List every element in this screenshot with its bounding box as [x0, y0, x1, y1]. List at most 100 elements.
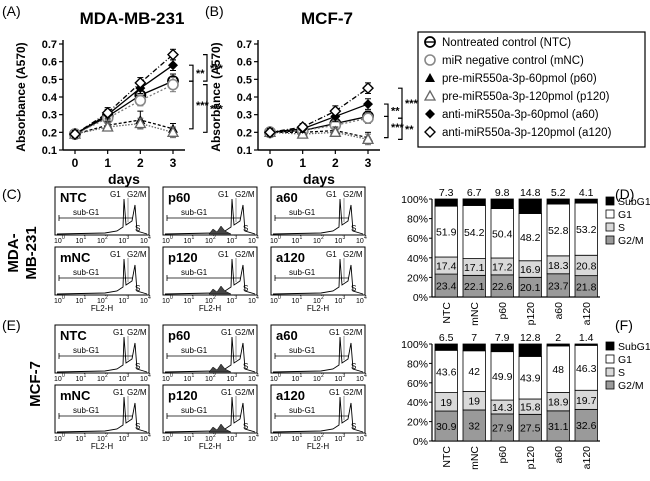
gate-s-label: S [351, 362, 356, 371]
gate-subg1-label: sub-G1 [181, 268, 208, 277]
gate-s-label: S [243, 422, 248, 431]
panel-letter-c: (C) [2, 186, 21, 202]
x-tick-label: 3 [170, 156, 177, 170]
gate-subg1-label: sub-G1 [73, 406, 100, 415]
bar-value-label: 23.4 [436, 281, 457, 293]
axis-exponent: 2 [213, 373, 216, 379]
subg1-debris [208, 423, 232, 433]
significance-bracket [384, 115, 389, 139]
axis-decade: 10 [97, 238, 105, 245]
series-line-p120 [269, 131, 369, 141]
series-line-p60 [74, 119, 174, 135]
legend-label: SubG1 [618, 196, 650, 208]
axis-decade: 10 [140, 436, 148, 443]
bar-value-label: 30.9 [436, 421, 457, 433]
y-tick-label: 20% [407, 272, 428, 284]
axis-exponent: 0 [170, 295, 173, 301]
x-tick-label: mNC [469, 446, 481, 470]
x-tick-label: a120 [581, 302, 593, 326]
axis-decade: 10 [313, 436, 321, 443]
bar-subg1 [518, 198, 542, 214]
axis-decade: 10 [248, 238, 256, 245]
axis-exponent: 1 [192, 373, 195, 379]
row-label-part: MDA- [5, 233, 22, 272]
axis-decade: 10 [205, 298, 213, 305]
axis-decade: 10 [97, 376, 105, 383]
axis-decade: 10 [184, 436, 192, 443]
gate-g2m-label: G2/M [235, 388, 255, 397]
y-tick-label: 0.5 [237, 74, 252, 86]
axis-exponent: 1 [300, 235, 303, 241]
bar-value-label: 54.2 [464, 227, 485, 239]
histogram-label: p120 [168, 250, 198, 265]
gate-subg1-label: sub-G1 [73, 208, 100, 217]
axis-decade: 10 [54, 298, 62, 305]
axis-exponent: 4 [256, 235, 259, 241]
histogram-label: p60 [168, 328, 190, 343]
bar-value-label: 27.5 [520, 423, 541, 435]
axis-exponent: 4 [148, 295, 151, 301]
x-tick-label: mNC [469, 302, 481, 326]
bar-value-label: 43.6 [436, 366, 457, 378]
y-tick-label: 60% [407, 233, 428, 245]
axis-decade: 10 [97, 436, 105, 443]
axis-decade: 10 [335, 238, 343, 245]
gate-s-label: S [135, 422, 140, 431]
gate-g2m-label: G2/M [343, 328, 363, 337]
chart-title: MCF-7 [301, 9, 353, 28]
axis-decade: 10 [292, 298, 300, 305]
gate-g2m-label: G2/M [127, 190, 147, 199]
legend-entry: anti-miR550a-3p-120pmol (a120) [442, 127, 612, 139]
axis-decade: 10 [76, 238, 84, 245]
gate-g2m-label: G2/M [235, 250, 255, 259]
axis-decade: 10 [119, 238, 127, 245]
gate-g1-label: G1 [326, 190, 337, 199]
x-tick-label: a60 [553, 446, 565, 464]
bar-value-label: 18.9 [548, 397, 569, 409]
histogram-frame [54, 324, 150, 374]
legend-swatch [605, 354, 615, 364]
x-axis-label: days [303, 171, 335, 187]
significance-bracket [203, 84, 208, 133]
histogram-frame [270, 384, 366, 434]
y-tick-label: 0% [413, 292, 428, 304]
axis-decade: 10 [313, 298, 321, 305]
bar-subg1 [434, 198, 458, 207]
x-axis-label: FL2-H [91, 442, 113, 451]
bar-subg1 [490, 343, 514, 353]
gate-g2m-label: G2/M [127, 328, 147, 337]
gate-subg1-label: sub-G1 [289, 268, 316, 277]
marker-a120 [264, 126, 276, 139]
axis-exponent: 1 [84, 433, 87, 439]
significance-label: *** [210, 103, 224, 115]
legend-swatch [605, 196, 615, 206]
x-axis-label: FL2-H [307, 442, 329, 451]
legend-ab: Nontreated control (NTC) miR negative con… [417, 31, 646, 148]
bar-value-label: 17.1 [464, 262, 485, 274]
histogram-trace [56, 336, 148, 373]
row-label-mcf-7: MCF-7 [27, 361, 44, 407]
bar-value-label: 32 [468, 420, 480, 432]
axis-exponent: 1 [300, 373, 303, 379]
significance-label: ** [196, 68, 205, 80]
gate-g1-label: G1 [218, 250, 229, 259]
bar-value-label: 52.8 [548, 225, 569, 237]
axis-exponent: 4 [364, 433, 367, 439]
axis-exponent: 4 [256, 295, 259, 301]
series-line-a60 [269, 103, 369, 133]
x-tick-label: p120 [525, 302, 537, 326]
legend-label: G1 [618, 354, 632, 366]
histogram-frame [270, 186, 366, 236]
gate-g1-label: G1 [110, 190, 121, 199]
axis-decade: 10 [356, 436, 364, 443]
bar-value-label: 42 [468, 366, 480, 378]
legend-entry: miR negative control (mNC) [442, 55, 584, 67]
axis-decade: 10 [356, 238, 364, 245]
axis-decade: 10 [162, 436, 170, 443]
axis-exponent: 3 [235, 373, 238, 379]
histogram-frame [270, 324, 366, 374]
